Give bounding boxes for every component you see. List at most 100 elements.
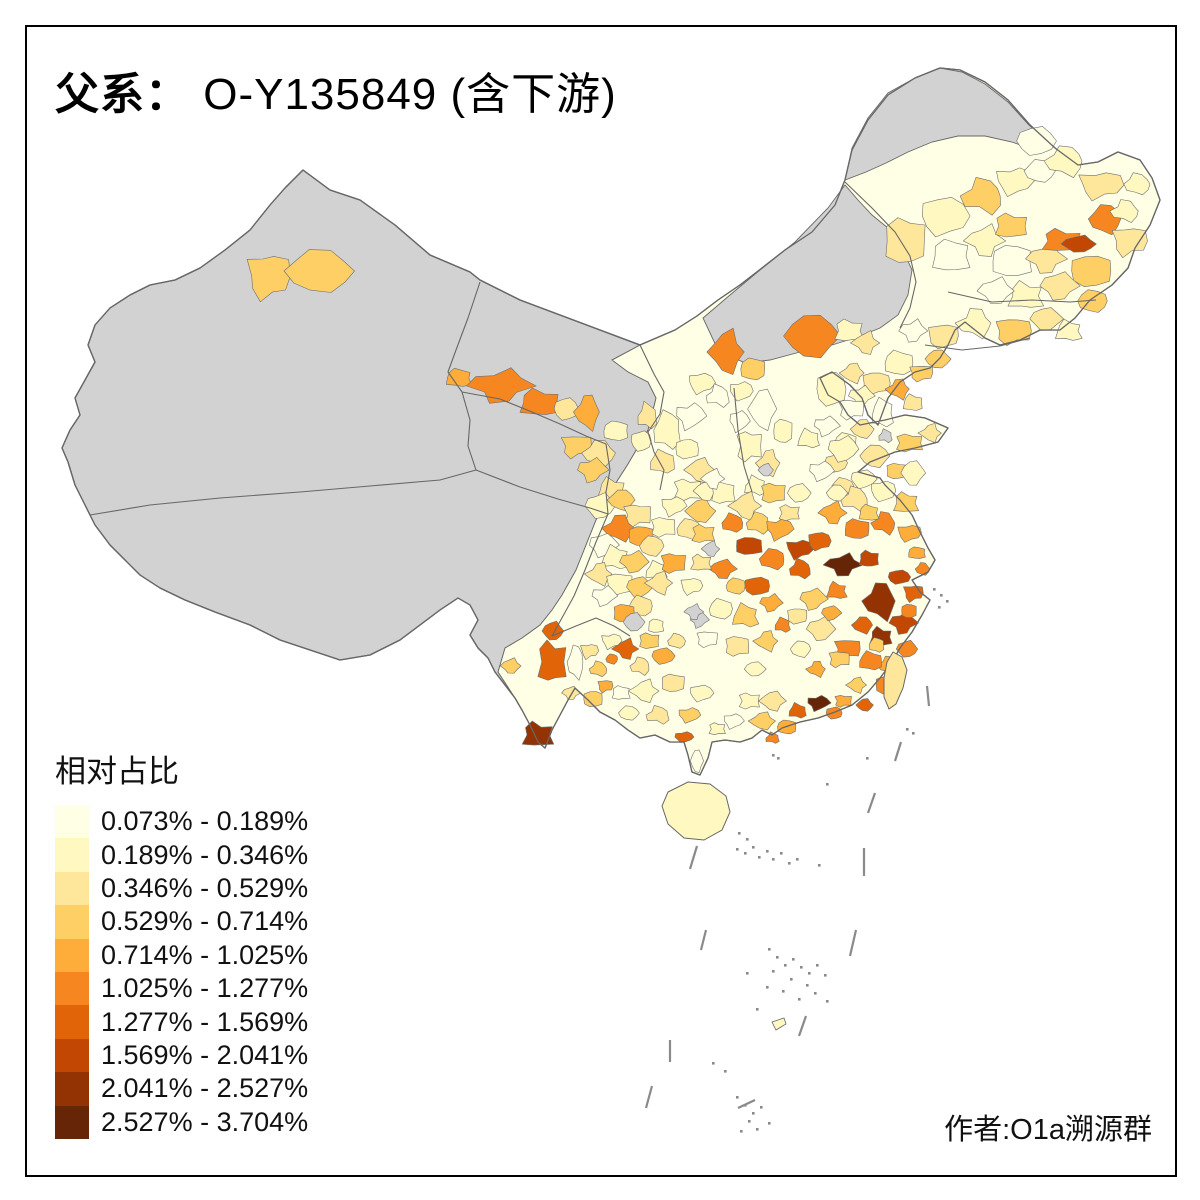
prefecture-cell [660, 553, 686, 574]
prefecture-cell [580, 644, 600, 661]
island-dot [806, 984, 809, 987]
prefecture-cell [690, 553, 712, 571]
prefecture-cell [884, 349, 914, 375]
prefecture-cell [862, 372, 891, 395]
prefecture-cell [822, 552, 864, 577]
prefecture-cell [581, 439, 616, 467]
prefecture-cell [928, 324, 959, 350]
prefecture-cell [597, 680, 614, 694]
prefecture-cell [577, 457, 610, 484]
sea-boundary-dash [644, 1085, 654, 1109]
sea-boundary-dash [699, 929, 708, 951]
prefecture-cell [909, 365, 934, 383]
island-dot [772, 754, 775, 757]
prefecture-cell [954, 308, 992, 340]
prefecture-cell [629, 656, 650, 676]
island-dot [826, 1000, 829, 1003]
prefecture-cell [752, 630, 779, 653]
legend-range-label: 0.073% - 0.189% [101, 806, 309, 837]
prefecture-cell [859, 444, 891, 469]
island-dot [746, 838, 749, 841]
prefecture-cell [639, 632, 660, 649]
island-dot [746, 972, 749, 975]
prefecture-cell [787, 483, 812, 503]
small-island [771, 1017, 787, 1031]
legend-range-label: 2.527% - 3.704% [101, 1106, 309, 1137]
island-dot [814, 992, 817, 995]
legend-item: 2.527% - 3.704% [55, 1105, 309, 1139]
prefecture-cell [908, 546, 926, 559]
prefecture-cell [740, 357, 766, 381]
legend-item: 1.277% - 1.569% [55, 1005, 308, 1039]
prefecture-cell [838, 399, 865, 421]
prefecture-cell [821, 605, 843, 622]
island-dot [788, 862, 791, 865]
island-dot [866, 757, 869, 760]
prefecture-cell [759, 593, 784, 613]
prefecture-cell [573, 394, 600, 432]
legend-range-label: 0.529% - 0.714% [101, 906, 309, 937]
prefecture-cell [878, 428, 893, 444]
island-dot [712, 1062, 715, 1065]
prefecture-cell [611, 685, 631, 700]
sea-boundary-dash [893, 741, 903, 762]
province-border [924, 337, 1031, 351]
prefecture-cell [675, 439, 699, 460]
prefecture-cell [466, 367, 537, 404]
island-dot [752, 846, 755, 849]
hainan-island [661, 781, 731, 841]
prefecture-cell [761, 482, 786, 504]
legend-range-label: 1.569% - 2.041% [101, 1039, 309, 1070]
legend-swatch [55, 1072, 89, 1106]
prefecture-cell [845, 676, 867, 694]
island-dot [800, 966, 803, 969]
island-dot [772, 858, 775, 861]
prefecture-cell [708, 722, 726, 736]
legend-swatch [55, 938, 89, 972]
prefecture-cell [996, 167, 1035, 197]
prefecture-cell [705, 383, 730, 408]
prefecture-cell [603, 420, 629, 441]
island-dot [780, 852, 783, 855]
prefecture-cell [774, 616, 791, 633]
island-dot [736, 1096, 739, 1099]
prefecture-cell [738, 692, 760, 710]
prefecture-cell [809, 460, 835, 483]
prefecture-cell [799, 587, 829, 611]
title-prefix: 父系： [55, 70, 190, 119]
prefecture-cell [643, 570, 674, 596]
island-dot [808, 972, 811, 975]
prefecture-cell [637, 400, 658, 430]
prefecture-cell [584, 562, 613, 587]
island-dot [818, 864, 821, 867]
prefecture-cell [1109, 199, 1139, 223]
prefecture-cell [651, 517, 676, 538]
island-dot [906, 728, 909, 731]
province-border [461, 391, 607, 445]
prefecture-cell [745, 511, 770, 535]
island-dot [766, 850, 769, 853]
island-dot [792, 958, 795, 961]
province-border [475, 469, 609, 515]
prefecture-cell [591, 585, 619, 608]
prefecture-cell [667, 632, 686, 649]
prefecture-cell [858, 503, 880, 521]
island-dot [758, 856, 761, 859]
nation-outline-stroke [61, 67, 1161, 776]
prefecture-cell [834, 695, 852, 708]
prefecture-cell [898, 318, 929, 343]
prefecture-cell [850, 330, 881, 355]
legend-item: 0.073% - 0.189% [55, 805, 309, 839]
title-main: O-Y135849 (含下游) [190, 70, 617, 119]
island-dot [748, 1120, 751, 1123]
prefecture-cell [662, 673, 685, 692]
prefecture-cell [870, 511, 896, 536]
prefecture-cell [789, 557, 811, 580]
prefecture-cell [858, 549, 879, 567]
legend-items: 0.073% - 0.189% 0.189% - 0.346% 0.346% - 0… [55, 805, 308, 1139]
prefecture-cell [683, 603, 705, 621]
legend-item: 1.569% - 2.041% [55, 1038, 309, 1073]
prefecture-cell [445, 367, 472, 387]
prefecture-cell [787, 608, 808, 625]
